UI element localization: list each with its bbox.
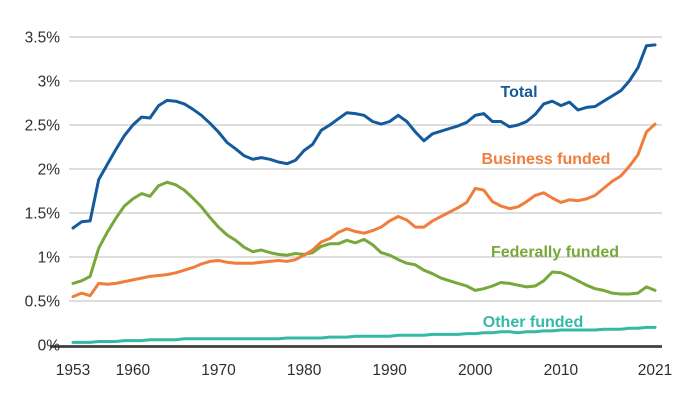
series-line-total <box>71 43 657 230</box>
x-tick-label-2010: 2010 <box>544 362 579 379</box>
series-label-business-funded: Business funded <box>482 151 611 168</box>
x-tick-label-1953: 1953 <box>56 362 90 379</box>
y-tick-label-0.5%: 0.5% <box>25 294 61 311</box>
x-tick-label-1970: 1970 <box>201 362 236 379</box>
series-line-other-funded <box>71 325 657 344</box>
x-tick-label-1990: 1990 <box>372 362 407 379</box>
x-tick-label-2021: 2021 <box>638 362 672 379</box>
y-tick-label-1.5%: 1.5% <box>25 206 61 223</box>
y-tick-label-3.5%: 3.5% <box>25 30 61 47</box>
series-label-federally-funded: Federally funded <box>491 244 619 261</box>
series-line-federally-funded <box>71 180 657 296</box>
y-tick-label-0%: 0% <box>38 338 61 355</box>
x-tick-label-2000: 2000 <box>458 362 493 379</box>
y-tick-label-1%: 1% <box>38 250 61 267</box>
y-tick-label-2.5%: 2.5% <box>25 118 61 135</box>
series-line-business-funded <box>71 122 657 299</box>
series-label-other-funded: Other funded <box>483 314 583 331</box>
y-tick-label-2%: 2% <box>38 162 61 179</box>
y-tick-label-3%: 3% <box>38 74 61 91</box>
x-tick-label-1980: 1980 <box>287 362 322 379</box>
series-label-total: Total <box>500 84 537 101</box>
x-tick-label-1960: 1960 <box>116 362 151 379</box>
